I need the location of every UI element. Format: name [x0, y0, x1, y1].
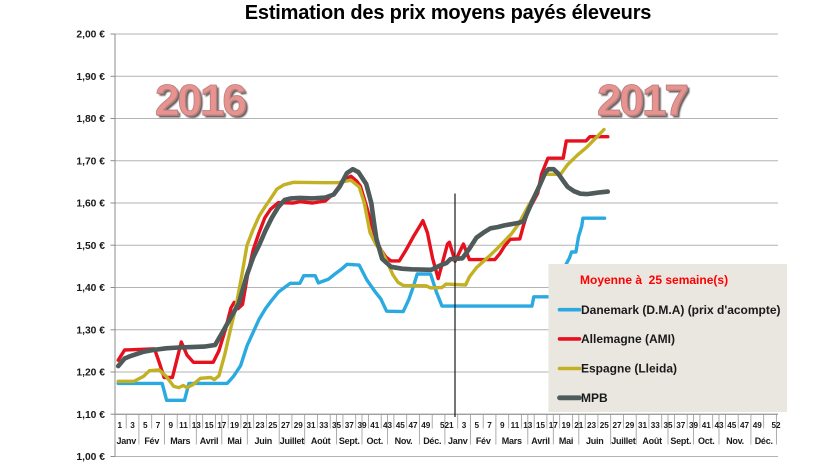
svg-text:Oct.: Oct.: [698, 436, 715, 446]
svg-text:3: 3: [462, 421, 467, 430]
svg-text:Mai: Mai: [559, 436, 573, 446]
svg-text:MPB: MPB: [581, 391, 608, 405]
svg-text:21: 21: [243, 421, 253, 430]
svg-text:Janv: Janv: [116, 436, 136, 446]
svg-text:11: 11: [179, 421, 188, 430]
svg-text:45: 45: [396, 421, 406, 430]
svg-text:1,80 €: 1,80 €: [76, 114, 105, 125]
svg-text:29: 29: [625, 421, 635, 430]
svg-text:Allemagne (AMI): Allemagne (AMI): [581, 332, 675, 346]
svg-text:35: 35: [332, 421, 342, 430]
svg-text:Mai: Mai: [227, 436, 241, 446]
svg-text:1,10 €: 1,10 €: [76, 410, 105, 421]
svg-text:17: 17: [217, 421, 227, 430]
svg-text:47: 47: [740, 421, 750, 430]
svg-text:23: 23: [587, 421, 597, 430]
svg-text:1: 1: [449, 421, 454, 430]
svg-text:Août: Août: [311, 436, 331, 446]
svg-text:Fév: Fév: [476, 436, 491, 446]
svg-text:Déc.: Déc.: [423, 436, 441, 446]
svg-text:Sept.: Sept.: [339, 436, 360, 446]
svg-text:9: 9: [169, 421, 174, 430]
svg-text:1: 1: [118, 421, 123, 430]
svg-text:7: 7: [487, 421, 492, 430]
svg-text:5: 5: [143, 421, 148, 430]
svg-text:Avril: Avril: [200, 436, 218, 446]
svg-text:39: 39: [357, 421, 367, 430]
svg-text:1,40 €: 1,40 €: [76, 283, 105, 294]
svg-text:Moyenne à 25 semaine(s): Moyenne à 25 semaine(s): [580, 273, 728, 287]
svg-text:13: 13: [523, 421, 533, 430]
svg-text:39: 39: [689, 421, 699, 430]
svg-text:Danemark (D.M.A) (prix d'acomp: Danemark (D.M.A) (prix d'acompte): [581, 303, 781, 317]
svg-text:Déc.: Déc.: [755, 436, 773, 446]
svg-text:1,50 €: 1,50 €: [76, 241, 105, 252]
svg-text:49: 49: [421, 421, 431, 430]
svg-text:31: 31: [306, 421, 316, 430]
svg-text:37: 37: [676, 421, 686, 430]
svg-text:Nov.: Nov.: [726, 436, 744, 446]
svg-text:Août: Août: [642, 436, 662, 446]
svg-text:Juin: Juin: [254, 436, 272, 446]
svg-text:1,90 €: 1,90 €: [76, 72, 105, 83]
svg-text:29: 29: [294, 421, 304, 430]
svg-text:Nov.: Nov.: [395, 436, 413, 446]
svg-text:1,70 €: 1,70 €: [76, 156, 105, 167]
svg-text:45: 45: [727, 421, 737, 430]
svg-text:21: 21: [574, 421, 584, 430]
svg-text:25: 25: [268, 421, 278, 430]
svg-text:Juillet: Juillet: [280, 436, 305, 446]
svg-text:41: 41: [702, 421, 712, 430]
svg-text:35: 35: [663, 421, 673, 430]
svg-text:Juillet: Juillet: [611, 436, 636, 446]
svg-text:17: 17: [549, 421, 559, 430]
svg-text:Janv: Janv: [448, 436, 468, 446]
svg-text:13: 13: [192, 421, 202, 430]
svg-text:23: 23: [255, 421, 265, 430]
svg-text:Avril: Avril: [531, 436, 549, 446]
svg-text:15: 15: [536, 421, 546, 430]
svg-text:31: 31: [638, 421, 648, 430]
svg-text:43: 43: [383, 421, 393, 430]
svg-text:5: 5: [475, 421, 480, 430]
svg-text:Mars: Mars: [502, 436, 522, 446]
svg-text:11: 11: [511, 421, 520, 430]
svg-text:Sept.: Sept.: [670, 436, 691, 446]
svg-text:52: 52: [440, 421, 450, 430]
svg-text:19: 19: [561, 421, 571, 430]
svg-text:43: 43: [714, 421, 724, 430]
svg-text:27: 27: [612, 421, 622, 430]
svg-text:Mars: Mars: [170, 436, 190, 446]
svg-text:Juin: Juin: [586, 436, 604, 446]
svg-text:15: 15: [204, 421, 214, 430]
svg-text:1,60 €: 1,60 €: [76, 199, 105, 210]
svg-text:52: 52: [771, 421, 781, 430]
svg-text:3: 3: [130, 421, 135, 430]
svg-text:9: 9: [500, 421, 505, 430]
svg-text:41: 41: [370, 421, 380, 430]
svg-text:33: 33: [319, 421, 329, 430]
svg-text:1,20 €: 1,20 €: [76, 368, 105, 379]
svg-text:49: 49: [753, 421, 763, 430]
svg-text:Oct.: Oct.: [367, 436, 384, 446]
svg-text:25: 25: [600, 421, 610, 430]
svg-text:Fév: Fév: [144, 436, 159, 446]
svg-text:7: 7: [156, 421, 161, 430]
svg-text:1,30 €: 1,30 €: [76, 325, 105, 336]
svg-text:27: 27: [281, 421, 291, 430]
svg-text:33: 33: [651, 421, 661, 430]
svg-text:1,00 €: 1,00 €: [76, 452, 105, 463]
svg-text:Espagne (Lleida): Espagne (Lleida): [581, 362, 677, 376]
svg-text:19: 19: [230, 421, 240, 430]
svg-text:47: 47: [408, 421, 418, 430]
svg-text:37: 37: [345, 421, 355, 430]
svg-text:2,00 €: 2,00 €: [76, 30, 105, 41]
